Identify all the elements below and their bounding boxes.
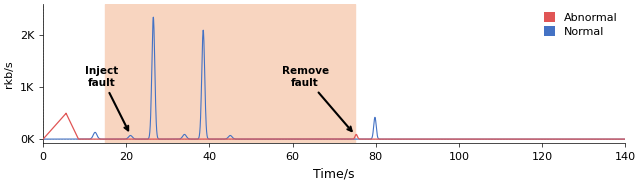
Text: Inject
fault: Inject fault: [84, 66, 128, 130]
Legend: Abnormal, Normal: Abnormal, Normal: [541, 10, 620, 39]
X-axis label: Time/s: Time/s: [314, 168, 355, 181]
Text: Remove
fault: Remove fault: [282, 66, 351, 131]
Y-axis label: rkb/s: rkb/s: [4, 60, 14, 88]
Bar: [106, 4, 355, 143]
